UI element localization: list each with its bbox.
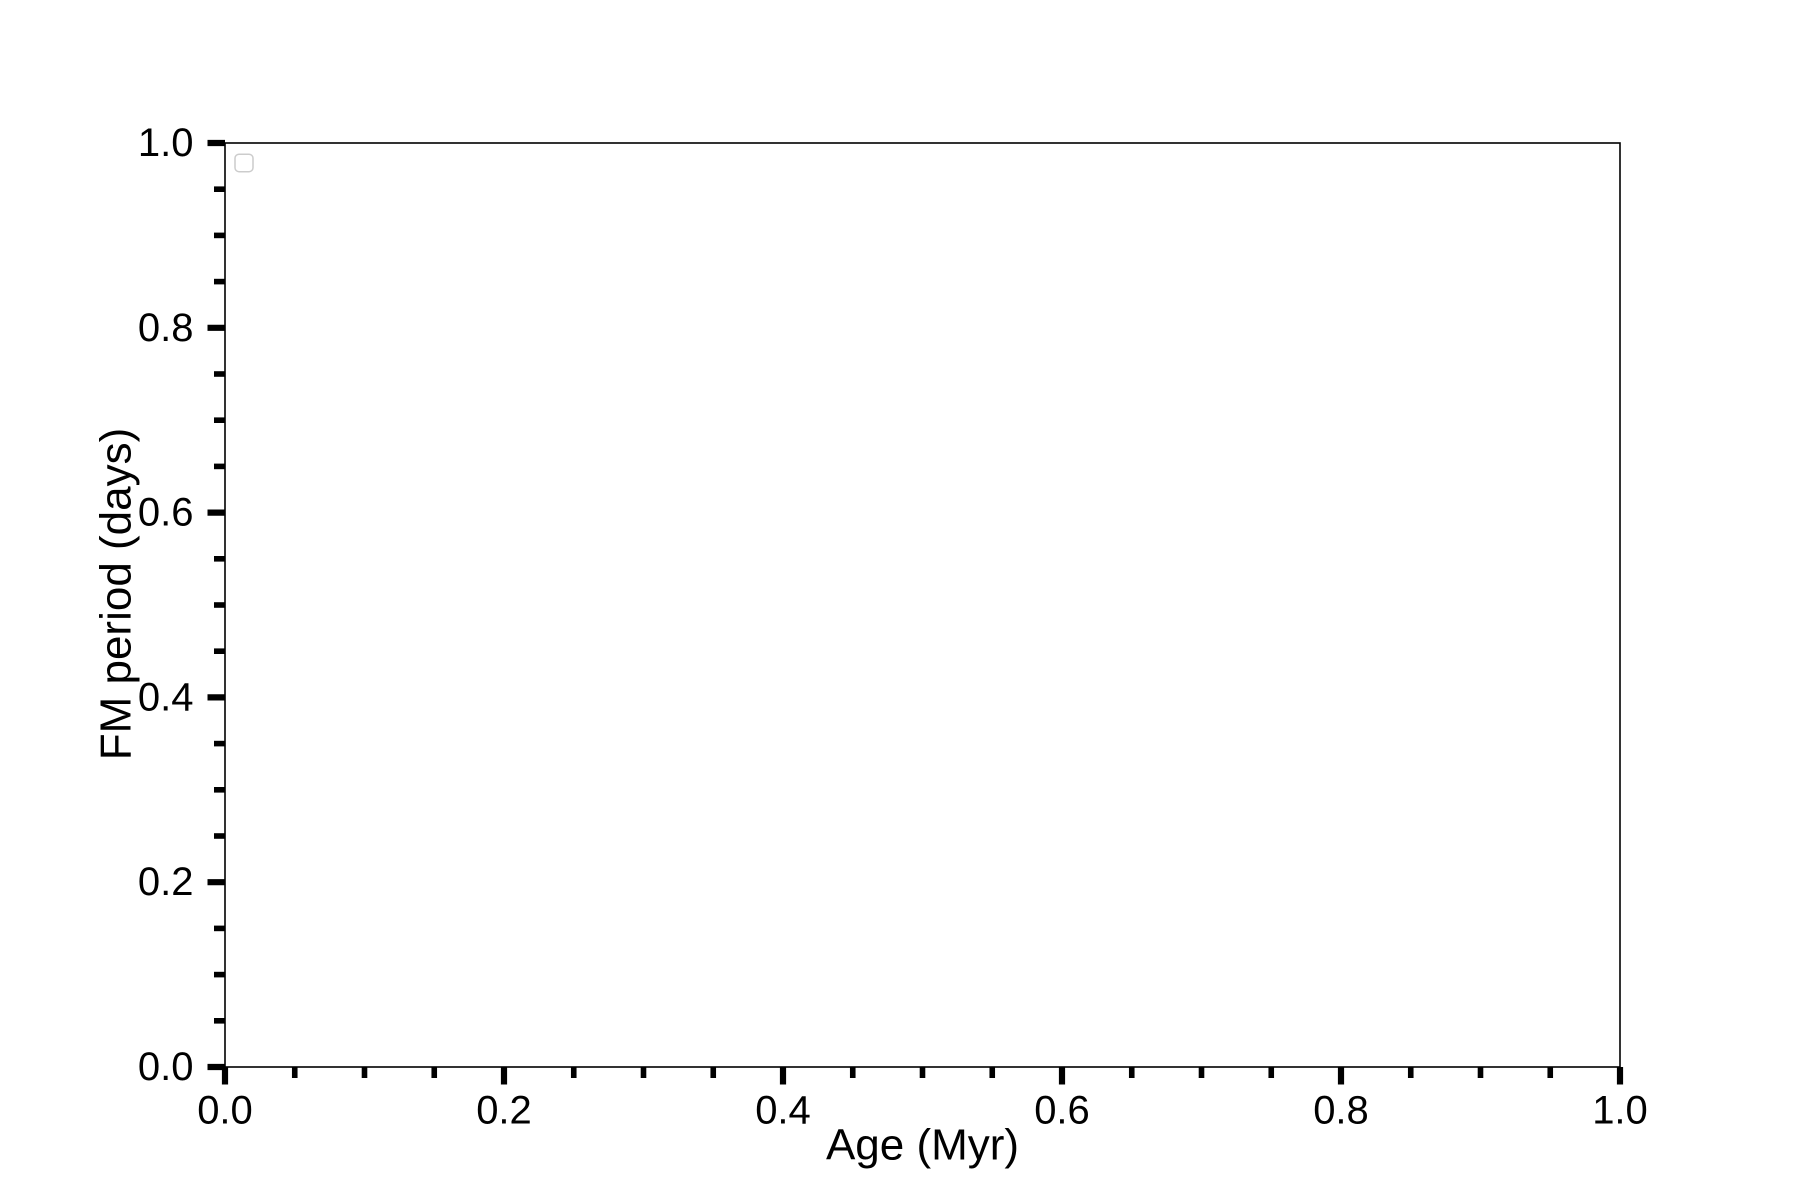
- svg-text:0.8: 0.8: [138, 306, 194, 350]
- svg-text:0.4: 0.4: [138, 675, 194, 719]
- svg-text:1.0: 1.0: [1592, 1089, 1648, 1133]
- svg-text:0.0: 0.0: [197, 1089, 253, 1133]
- svg-text:0.6: 0.6: [1034, 1089, 1090, 1133]
- svg-text:0.2: 0.2: [476, 1089, 532, 1133]
- svg-text:0.2: 0.2: [138, 860, 194, 904]
- svg-text:Age (Myr): Age (Myr): [826, 1121, 1019, 1170]
- svg-text:1.0: 1.0: [138, 121, 194, 165]
- svg-text:0.0: 0.0: [138, 1045, 194, 1089]
- svg-text:0.8: 0.8: [1313, 1089, 1369, 1133]
- svg-text:FM period (days): FM period (days): [92, 428, 141, 761]
- svg-text:0.4: 0.4: [755, 1089, 811, 1133]
- svg-text:0.6: 0.6: [138, 491, 194, 535]
